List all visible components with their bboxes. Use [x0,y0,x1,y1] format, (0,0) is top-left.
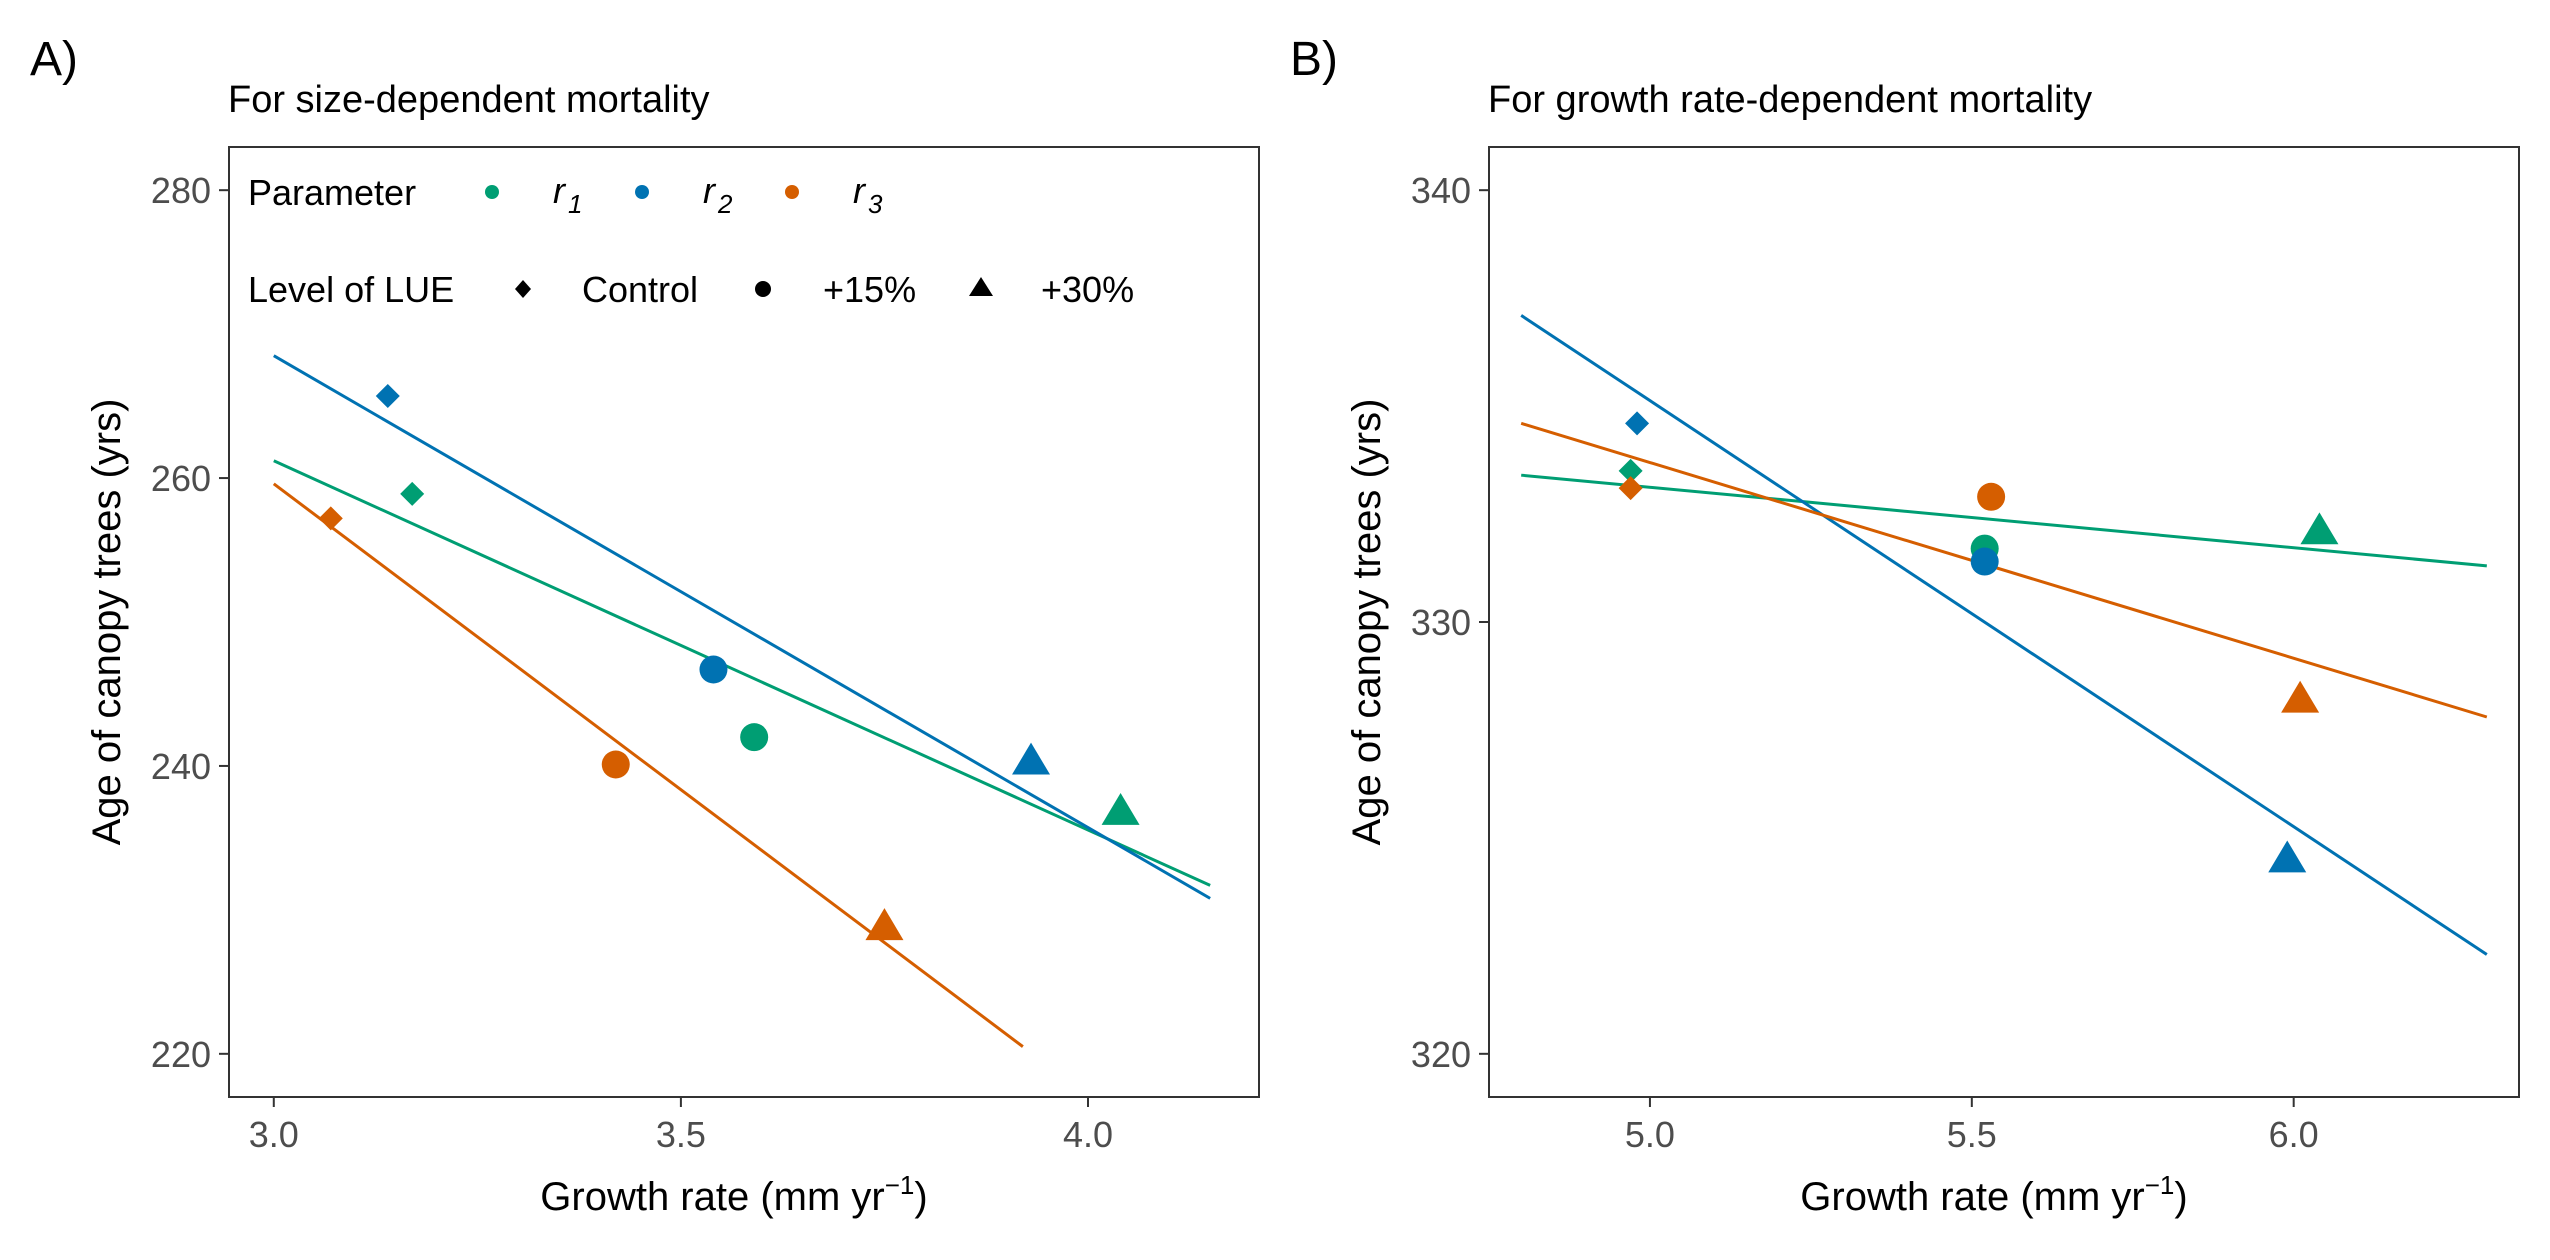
panel-b-x-tick-label: 5.0 [1625,1114,1675,1155]
legend-r1-key [485,185,499,199]
legend-control-label: Control [582,269,698,310]
panel-b-label: B) [1290,33,1338,86]
panel-b-title: For growth rate-dependent mortality [1488,79,2092,121]
legend-parameter-title: Parameter [248,172,416,213]
panel-b-x-tick-label: 5.5 [1947,1114,1997,1155]
panel-b-point-r2-control [1625,411,1650,436]
panel-a-fit-line-r3 [272,482,1024,1048]
panel-b-point-r1-control [1618,458,1643,483]
panel-b-fit-line-r3 [1520,421,2488,719]
legend-r3-key [785,185,799,199]
panel-b-y-tick-label: 320 [1411,1034,1471,1075]
panel-a-fit-line-r1 [273,459,1211,887]
panel-b-point-r2-p15 [1970,547,1999,576]
panel-a-title: For size-dependent mortality [228,79,710,121]
panel-b-x-axis-title: Growth rate (mm yr−1) [1800,1170,2187,1219]
panel-a-x-tick-label: 3.5 [656,1114,706,1155]
legend-p15-circle-icon [755,281,771,297]
panel-a-x-tick-label: 3.0 [249,1114,299,1155]
panel-a-fit-line-r2 [273,354,1211,900]
panel-a-point-r3-p30 [865,908,904,941]
legend-r2-key [635,185,649,199]
panel-b-point-r1-p30 [2300,512,2339,545]
panel-a-point-r1-control [400,481,425,506]
panel-b: B) For growth rate-dependent mortality G… [1290,33,2520,1219]
panel-a-y-tick-label: 220 [151,1034,211,1075]
panel-b-point-r3-control [1618,476,1643,501]
panel-a-point-r3-p15 [601,750,630,779]
panel-b-fit-line-r1 [1521,473,2487,568]
panel-a-label: A) [30,33,78,86]
panel-b-frame [1488,146,2520,1098]
legend-p15-label: +15% [823,269,916,310]
panel-a-y-tick-label: 260 [151,458,211,499]
legend-lue-title: Level of LUE [248,269,454,310]
panel-a-y-axis-title: Age of canopy trees (yrs) [85,399,129,846]
panel-b-y-tick-label: 330 [1411,602,1471,643]
legend-control-diamond-icon [515,280,531,298]
panel-a-point-r2-p30 [1012,742,1051,775]
panel-b-plot-area [1520,314,2488,956]
panel-a: A) For size-dependent mortality Growth r… [30,33,1260,1219]
panel-a-point-r2-p15 [699,655,728,684]
panel-a-plot-area [272,354,1211,1048]
panel-b-point-r2-p30 [2268,840,2307,873]
panel-a-point-r1-p30 [1101,793,1140,825]
panel-a-point-r3-control [318,506,343,531]
panel-a-frame [228,146,1260,1098]
panel-b-y-axis-title: Age of canopy trees (yrs) [1345,399,1389,846]
panel-b-point-r3-p15 [1977,482,2006,511]
panel-b-x-tick-label: 6.0 [2269,1114,2319,1155]
panel-a-x-tick-label: 4.0 [1063,1114,1113,1155]
panel-b-fit-line-r2 [1520,314,2488,956]
panel-a-y-tick-label: 240 [151,746,211,787]
legend-p30-triangle-icon [969,277,993,296]
panel-b-y-tick-label: 340 [1411,170,1471,211]
panel-a-point-r2-control [375,384,400,409]
panel-a-x-axis-title: Growth rate (mm yr−1) [540,1170,927,1219]
panel-a-y-tick-label: 280 [151,170,211,211]
panel-b-point-r3-p30 [2281,680,2320,713]
legend-p30-label: +30% [1041,269,1134,310]
panel-a-point-r1-p15 [740,723,769,752]
